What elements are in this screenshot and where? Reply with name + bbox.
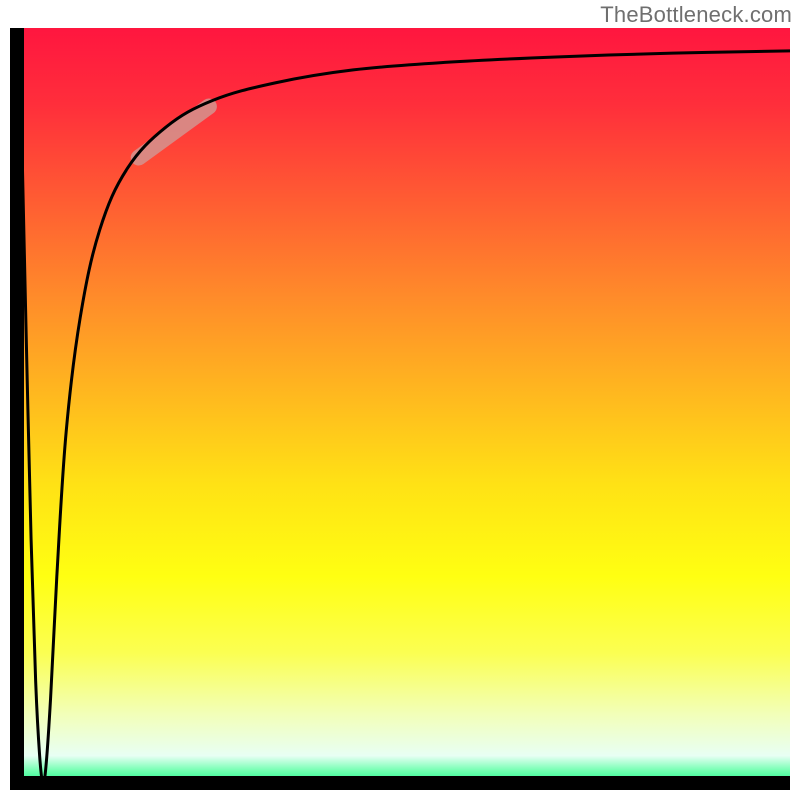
bottleneck-curve-chart [0, 0, 800, 800]
chart-container: TheBottleneck.com [0, 0, 800, 800]
gradient-background [10, 28, 790, 790]
watermark-text: TheBottleneck.com [600, 2, 792, 28]
